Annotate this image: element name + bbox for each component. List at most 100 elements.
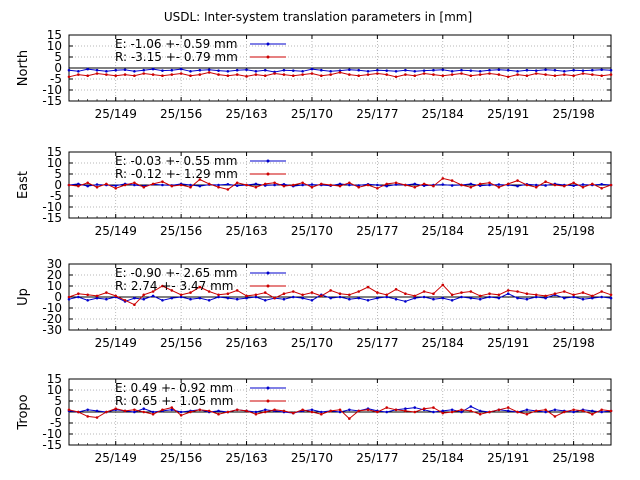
data-point-e (95, 409, 99, 413)
data-point-r (235, 408, 239, 412)
data-point-r (67, 408, 71, 412)
x-tick-label: 25/191 (487, 224, 529, 238)
legend-marker-r (266, 399, 270, 403)
data-point-e (133, 70, 136, 73)
data-point-e (581, 183, 585, 186)
data-point-e (422, 295, 426, 299)
data-point-r (217, 73, 220, 76)
data-point-e (516, 296, 519, 300)
data-point-e (413, 406, 417, 409)
data-point-e (114, 184, 118, 187)
data-point-e (572, 68, 575, 72)
data-point-r (460, 72, 463, 75)
data-point-r (450, 179, 454, 182)
data-point-r (329, 289, 332, 292)
data-point-r (422, 407, 426, 411)
legend-label-r: R: -3.15 +- 0.79 mm (115, 50, 238, 64)
data-point-r (282, 292, 286, 296)
data-point-r (441, 283, 445, 287)
y-tick-label: 15 (47, 372, 62, 386)
data-point-r (591, 412, 594, 416)
data-point-e (525, 408, 529, 412)
data-point-r (95, 416, 99, 419)
x-tick-label: 25/177 (356, 224, 398, 238)
y-tick-label: 0 (54, 290, 62, 304)
data-point-e (329, 70, 332, 73)
data-point-r (254, 185, 258, 189)
x-tick-label: 25/170 (291, 224, 333, 238)
data-point-r (534, 293, 538, 297)
data-point-e (376, 68, 379, 72)
data-point-e (469, 405, 473, 408)
data-point-e (394, 70, 398, 73)
y-tick-label: 5 (54, 167, 62, 181)
legend-label-r: R: 0.65 +- 1.05 mm (115, 394, 233, 408)
data-point-r (497, 73, 501, 76)
data-point-e (151, 294, 155, 298)
data-point-e (422, 69, 426, 72)
data-point-r (394, 181, 398, 185)
data-point-e (544, 68, 547, 72)
legend-marker-e (266, 386, 270, 390)
x-tick-label: 25/149 (95, 451, 137, 465)
data-point-r (179, 183, 183, 187)
data-point-e (572, 184, 575, 187)
y-tick-label: 15 (47, 145, 62, 159)
data-point-e (133, 183, 136, 187)
data-point-e (376, 296, 379, 300)
data-point-r (488, 410, 491, 414)
data-point-r (245, 75, 248, 78)
legend-marker-r (266, 284, 270, 288)
data-point-r (67, 183, 71, 187)
data-point-r (376, 410, 379, 414)
data-point-r (77, 292, 80, 296)
data-point-r (516, 290, 519, 293)
y-tick-label: -5 (50, 72, 62, 86)
data-point-e (245, 296, 248, 300)
data-point-e (161, 183, 164, 187)
data-point-r (114, 294, 118, 298)
data-point-e (404, 407, 407, 411)
data-point-r (142, 185, 146, 189)
x-tick-label: 25/198 (553, 224, 595, 238)
data-point-e (450, 70, 454, 73)
x-tick-label: 25/184 (422, 107, 464, 121)
data-point-r (469, 409, 473, 413)
y-tick-label: 10 (47, 383, 62, 397)
data-point-r (562, 290, 566, 293)
data-point-r (366, 183, 370, 187)
data-point-r (553, 415, 557, 418)
data-point-r (235, 181, 239, 185)
y-axis-label: North (16, 50, 31, 86)
data-point-r (133, 303, 136, 307)
data-point-e (609, 296, 613, 300)
data-point-r (385, 182, 389, 186)
data-point-r (385, 73, 389, 76)
x-tick-label: 25/149 (95, 336, 137, 350)
data-point-r (142, 410, 146, 414)
data-point-r (534, 185, 538, 189)
data-point-e (133, 410, 136, 414)
y-tick-label: -5 (50, 189, 62, 203)
y-tick-label: -10 (42, 83, 62, 97)
data-point-e (609, 68, 613, 72)
y-tick-label: -15 (42, 438, 62, 452)
data-point-e (198, 184, 202, 188)
data-point-r (404, 183, 407, 187)
data-point-r (235, 73, 239, 76)
data-point-e (450, 408, 454, 412)
data-point-e (86, 184, 89, 188)
data-point-e (450, 299, 454, 302)
data-point-r (226, 292, 230, 296)
data-point-r (506, 75, 510, 79)
data-point-r (114, 187, 118, 190)
data-point-r (478, 182, 482, 186)
data-point-e (376, 183, 379, 187)
data-point-r (95, 72, 99, 75)
legend-marker-r (266, 172, 270, 176)
data-point-e (189, 183, 192, 187)
x-tick-label: 25/170 (291, 107, 333, 121)
chart-title: USDL: Inter-system translation parameter… (164, 10, 472, 24)
